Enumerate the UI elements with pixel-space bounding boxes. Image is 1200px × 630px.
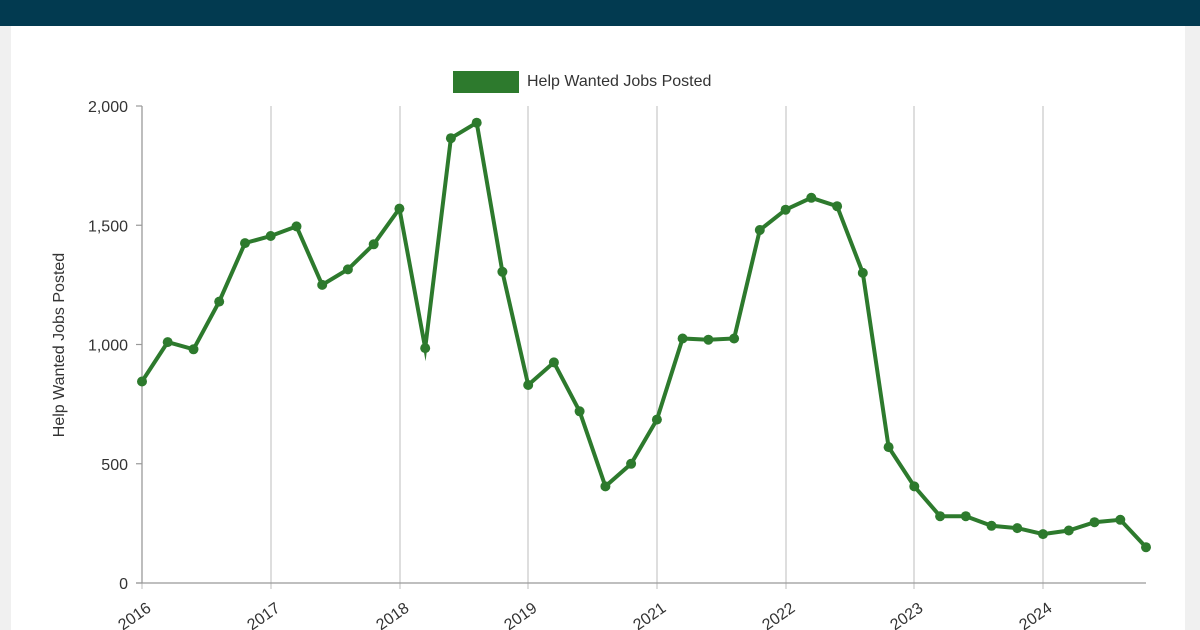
legend-label: Help Wanted Jobs Posted bbox=[527, 73, 712, 90]
series-help-wanted bbox=[137, 117, 1151, 553]
top-header-bar bbox=[0, 0, 1200, 26]
data-point[interactable] bbox=[523, 380, 534, 390]
y-tick-label: 1,500 bbox=[88, 218, 128, 235]
y-tick-label: 1,000 bbox=[88, 338, 128, 355]
data-point[interactable] bbox=[1141, 542, 1151, 553]
y-tick-label: 500 bbox=[101, 457, 128, 474]
data-point[interactable] bbox=[162, 337, 173, 348]
axes bbox=[136, 106, 1146, 584]
legend-swatch bbox=[453, 71, 519, 93]
x-tick-label: 2021 bbox=[630, 600, 669, 630]
data-point[interactable] bbox=[420, 343, 431, 354]
y-tick-labels: 0 500 1,000 1,500 2,000 bbox=[88, 99, 142, 593]
data-point[interactable] bbox=[137, 376, 147, 387]
data-point[interactable] bbox=[291, 221, 302, 232]
data-point[interactable] bbox=[574, 406, 585, 417]
data-point[interactable] bbox=[445, 133, 456, 144]
data-point[interactable] bbox=[471, 117, 482, 128]
data-point[interactable] bbox=[600, 481, 611, 492]
data-point[interactable] bbox=[188, 344, 199, 355]
data-point[interactable] bbox=[935, 511, 946, 522]
x-tick-labels: 2016 2017 2018 2019 2021 2022 2023 2024 bbox=[115, 600, 1055, 630]
data-point[interactable] bbox=[214, 296, 225, 307]
series-line bbox=[140, 119, 1148, 549]
x-tick-label: 2023 bbox=[887, 600, 926, 630]
data-point[interactable] bbox=[651, 414, 662, 425]
data-point[interactable] bbox=[832, 201, 843, 212]
x-tick-label: 2016 bbox=[115, 600, 154, 630]
data-point[interactable] bbox=[1038, 529, 1048, 540]
data-point[interactable] bbox=[1089, 517, 1100, 528]
data-point[interactable] bbox=[754, 225, 765, 235]
data-point[interactable] bbox=[317, 279, 328, 290]
x-tick-label: 2017 bbox=[244, 600, 283, 630]
data-point[interactable] bbox=[960, 511, 971, 522]
data-point[interactable] bbox=[342, 264, 353, 275]
data-point[interactable] bbox=[497, 266, 508, 277]
data-point[interactable] bbox=[883, 442, 894, 453]
data-point[interactable] bbox=[909, 481, 920, 492]
y-tick-label: 2,000 bbox=[88, 99, 128, 116]
data-point[interactable] bbox=[1063, 525, 1074, 536]
data-point[interactable] bbox=[265, 231, 276, 241]
data-point[interactable] bbox=[857, 267, 868, 278]
grid-lines bbox=[141, 106, 1044, 589]
data-point[interactable] bbox=[240, 238, 250, 249]
data-point[interactable] bbox=[729, 333, 740, 344]
x-tick-label: 2024 bbox=[1016, 600, 1055, 630]
data-point[interactable] bbox=[1012, 523, 1023, 534]
data-point[interactable] bbox=[703, 334, 714, 345]
x-tick-label: 2019 bbox=[501, 600, 540, 630]
y-tick-label: 0 bbox=[119, 576, 128, 593]
data-point[interactable] bbox=[1115, 514, 1126, 525]
data-point[interactable] bbox=[368, 239, 379, 250]
x-tick-label: 2018 bbox=[373, 600, 412, 630]
data-point[interactable] bbox=[548, 357, 559, 368]
data-point[interactable] bbox=[677, 333, 688, 344]
data-point[interactable] bbox=[806, 192, 817, 203]
data-point[interactable] bbox=[780, 204, 791, 215]
x-tick-label: 2022 bbox=[759, 600, 798, 630]
data-point[interactable] bbox=[394, 203, 405, 214]
chart-legend[interactable]: Help Wanted Jobs Posted bbox=[453, 70, 711, 94]
data-point[interactable] bbox=[626, 458, 637, 469]
data-point[interactable] bbox=[986, 520, 997, 531]
y-axis-title: Help Wanted Jobs Posted bbox=[51, 253, 68, 437]
